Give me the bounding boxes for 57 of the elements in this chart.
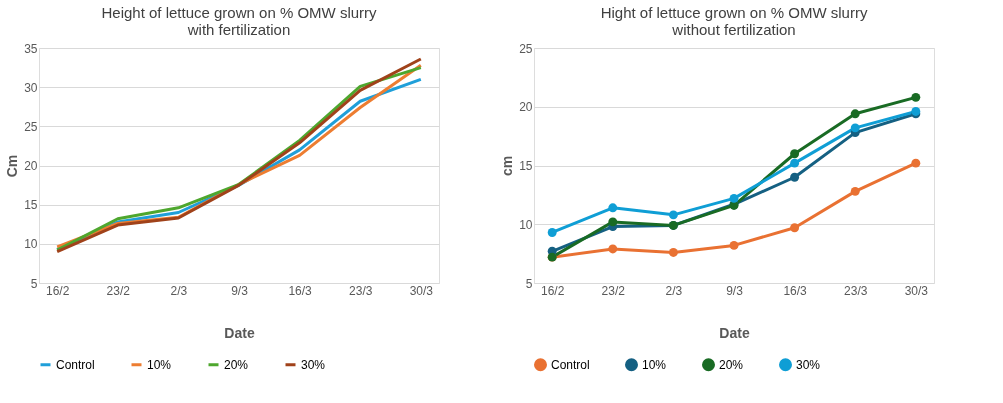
point <box>547 228 557 237</box>
y-tick-label: 20 <box>519 100 533 115</box>
point <box>668 210 678 220</box>
point <box>790 223 800 233</box>
x-tick-label: 23/2 <box>601 283 626 298</box>
point <box>729 240 739 250</box>
x-tick-label: 30/3 <box>409 283 434 298</box>
x-tick-label: 2/3 <box>170 283 188 298</box>
x-tick-label: 16/2 <box>541 283 565 298</box>
chart-title: Hight of lettuce grown on % OMW slurry without fertilization <box>600 4 868 38</box>
legend-label: 10% <box>642 357 667 372</box>
y-tick-label: 35 <box>24 41 38 56</box>
y-tick-label: 15 <box>519 159 533 173</box>
point <box>911 158 921 168</box>
point <box>608 217 618 227</box>
point <box>790 158 800 168</box>
point <box>608 203 618 213</box>
legend-label: 20% <box>224 357 249 372</box>
x-tick-label: 16/3 <box>288 283 313 298</box>
y-tick-label: 25 <box>24 119 38 134</box>
legend-label: 10% <box>147 357 172 372</box>
x-tick-label: 23/2 <box>106 283 131 298</box>
legend-label: Control <box>56 357 95 372</box>
point <box>850 123 860 133</box>
y-axis-title: cm <box>499 155 516 177</box>
point <box>668 247 678 257</box>
y-tick-label: 10 <box>519 217 533 232</box>
y-tick-label: 30 <box>24 80 38 95</box>
point <box>911 92 921 102</box>
x-tick-label: 30/3 <box>904 283 929 298</box>
x-tick-label: 23/3 <box>844 283 868 298</box>
y-axis-title: Cm <box>4 154 21 178</box>
legend-label: 20% <box>719 357 744 372</box>
y-tick-label: 25 <box>519 41 533 56</box>
point <box>790 172 800 182</box>
x-axis-title: Date <box>719 324 750 341</box>
x-tick-label: 16/2 <box>46 283 70 298</box>
point <box>729 193 739 203</box>
y-tick-label: 5 <box>525 276 533 291</box>
legend-label: Control <box>551 357 590 372</box>
y-tick-label: 5 <box>30 276 38 291</box>
x-tick-label: 9/3 <box>231 283 249 298</box>
chart-title: Height of lettuce grown on % OMW slurry with fertilization <box>101 4 378 38</box>
x-tick-label: 23/3 <box>349 283 373 298</box>
x-tick-label: 2/3 <box>665 283 683 298</box>
x-tick-label: 9/3 <box>726 283 744 298</box>
point <box>850 186 860 196</box>
legend-label: 30% <box>301 357 326 372</box>
y-tick-label: 10 <box>24 237 38 252</box>
point <box>850 109 860 119</box>
point <box>790 149 800 159</box>
x-axis-title: Date <box>224 324 255 341</box>
y-tick-label: 15 <box>24 198 38 213</box>
x-tick-label: 16/3 <box>783 283 808 298</box>
point <box>608 244 618 254</box>
y-tick-label: 20 <box>24 159 38 173</box>
legend-label: 30% <box>796 357 821 372</box>
